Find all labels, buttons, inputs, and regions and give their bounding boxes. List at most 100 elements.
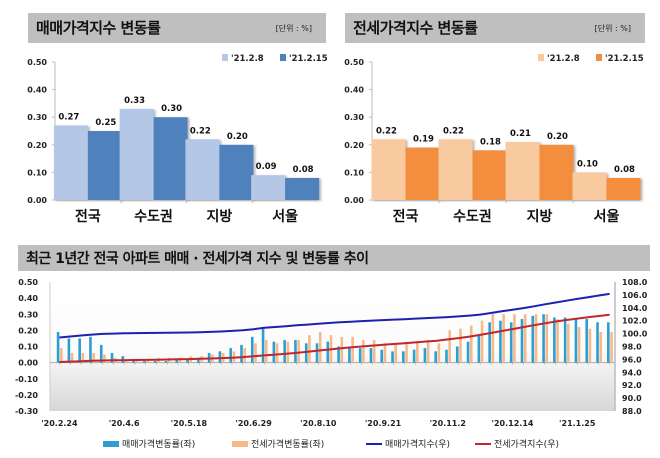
y-tick-label: 0.30 xyxy=(344,113,364,122)
bar xyxy=(318,331,322,363)
bar xyxy=(585,319,589,363)
bar xyxy=(416,341,419,363)
bar xyxy=(272,341,276,363)
sales-chart-unit: [단위 : %] xyxy=(275,24,312,33)
left-axis-tick-label: 0.00 xyxy=(18,359,38,368)
y-tick-label: 0.50 xyxy=(344,58,364,67)
legend-label: '21.2.8 xyxy=(547,54,580,64)
sales-chart-title: 매매가격지수 변동률 xyxy=(36,19,161,37)
legend-swatch xyxy=(103,441,119,447)
bar-value-label: 0.19 xyxy=(413,135,434,145)
bar xyxy=(218,351,222,363)
right-axis-tick-label: 92.0 xyxy=(622,381,642,390)
bar xyxy=(286,341,290,363)
trend-chart: 0.50 0.40 0.30 0.20 0.10 0.00 -0.10 -0.20 -0.30 1… xyxy=(15,278,648,450)
bar xyxy=(553,317,556,363)
bar xyxy=(87,131,122,200)
bar xyxy=(103,354,106,363)
bar-value-label: 0.30 xyxy=(161,104,182,114)
bar-value-label: 0.10 xyxy=(577,159,598,169)
legend-label: 매매가격변동률(좌) xyxy=(122,438,195,450)
bar xyxy=(254,343,257,363)
left-axis-tick-label: -0.30 xyxy=(15,407,38,416)
bar xyxy=(466,341,470,363)
bar xyxy=(261,328,265,363)
bar xyxy=(250,336,254,363)
bar xyxy=(509,322,513,363)
bar xyxy=(577,327,581,363)
bar xyxy=(153,117,188,200)
bar xyxy=(380,349,384,363)
bar xyxy=(423,348,427,363)
y-tick-label: 0.40 xyxy=(344,86,364,95)
bar xyxy=(146,359,149,363)
bar xyxy=(308,335,311,363)
bar xyxy=(412,349,416,363)
x-tick-label: '20.4.6 xyxy=(109,419,140,428)
bar-value-label: 0.33 xyxy=(124,96,145,106)
x-tick-label: '20.9.21 xyxy=(365,419,402,428)
bar xyxy=(480,320,484,363)
jeonse-chart-unit: [단위 : %] xyxy=(594,24,631,33)
bar xyxy=(251,175,286,200)
left-axis-tick-label: 0.50 xyxy=(18,278,38,287)
bar xyxy=(78,338,81,363)
bar-value-label: 0.27 xyxy=(58,112,79,122)
bar xyxy=(588,328,592,363)
bar xyxy=(469,325,473,363)
jeonse-chart-header: 전세가격지수 변동률 [단위 : %] xyxy=(345,13,645,43)
legend-label: '21.2.15 xyxy=(289,54,328,64)
right-axis-tick-label: 102.0 xyxy=(622,317,648,326)
bar xyxy=(240,344,243,363)
x-tick-label: '20.2.24 xyxy=(41,419,78,428)
bar xyxy=(132,361,135,363)
bar xyxy=(505,142,540,200)
x-category-label: 지방 xyxy=(206,208,232,225)
bar xyxy=(304,343,308,363)
bar xyxy=(164,361,168,363)
bar xyxy=(92,352,95,363)
bar xyxy=(348,346,351,363)
bar xyxy=(243,348,246,363)
bar xyxy=(143,361,146,363)
jeonse-change-chart: 0.50 0.40 0.30 0.20 0.10 0.00 전국 0.22 0.19 수도권 0.2… xyxy=(344,54,644,225)
left-axis-tick-label: 0.30 xyxy=(18,310,38,319)
y-tick-label: 0.00 xyxy=(344,196,364,205)
left-axis-tick-label: 0.10 xyxy=(18,343,38,352)
bar xyxy=(135,359,139,363)
bar xyxy=(340,336,344,363)
plot-area xyxy=(50,282,615,411)
left-axis-tick-label: 0.20 xyxy=(18,326,38,335)
x-category-label: 수도권 xyxy=(134,209,173,225)
right-axis-tick-label: 90.0 xyxy=(622,394,642,403)
bar xyxy=(459,328,462,363)
bar xyxy=(372,340,376,363)
bar-value-label: 0.20 xyxy=(547,132,568,142)
bar xyxy=(472,150,507,200)
bar xyxy=(186,359,189,363)
right-axis-tick-label: 108.0 xyxy=(622,278,648,287)
bar-value-label: 0.25 xyxy=(95,118,116,128)
bar-value-label: 0.09 xyxy=(256,162,277,172)
bar xyxy=(99,344,103,363)
left-axis-tick-label: -0.10 xyxy=(15,375,38,384)
bar xyxy=(539,144,574,200)
bar xyxy=(437,343,441,363)
bar xyxy=(391,351,394,363)
bar xyxy=(491,314,495,363)
bar xyxy=(89,336,92,363)
bar xyxy=(383,343,387,363)
y-tick-label: 0.40 xyxy=(27,86,47,95)
bar xyxy=(531,315,535,363)
bar xyxy=(53,125,88,200)
bar xyxy=(371,139,406,200)
y-tick-label: 0.00 xyxy=(27,196,47,205)
legend-label: 전세가격지수(우) xyxy=(494,438,559,450)
bar xyxy=(56,331,60,363)
bar xyxy=(542,314,545,363)
trend-chart-title: 최근 1년간 전국 아파트 매매 · 전세가격 지수 및 변동률 추이 xyxy=(26,251,369,267)
bar xyxy=(567,323,570,363)
bar-value-label: 0.22 xyxy=(443,126,464,136)
x-category-label: 지방 xyxy=(527,208,553,225)
bar xyxy=(426,340,430,363)
